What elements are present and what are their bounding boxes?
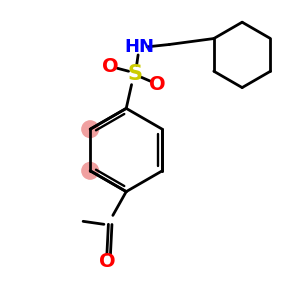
Text: S: S	[128, 64, 142, 84]
Circle shape	[82, 121, 98, 137]
Text: O: O	[99, 252, 115, 271]
Text: O: O	[149, 75, 166, 94]
Text: HN: HN	[124, 38, 154, 56]
Text: O: O	[102, 57, 118, 76]
Circle shape	[82, 163, 98, 179]
